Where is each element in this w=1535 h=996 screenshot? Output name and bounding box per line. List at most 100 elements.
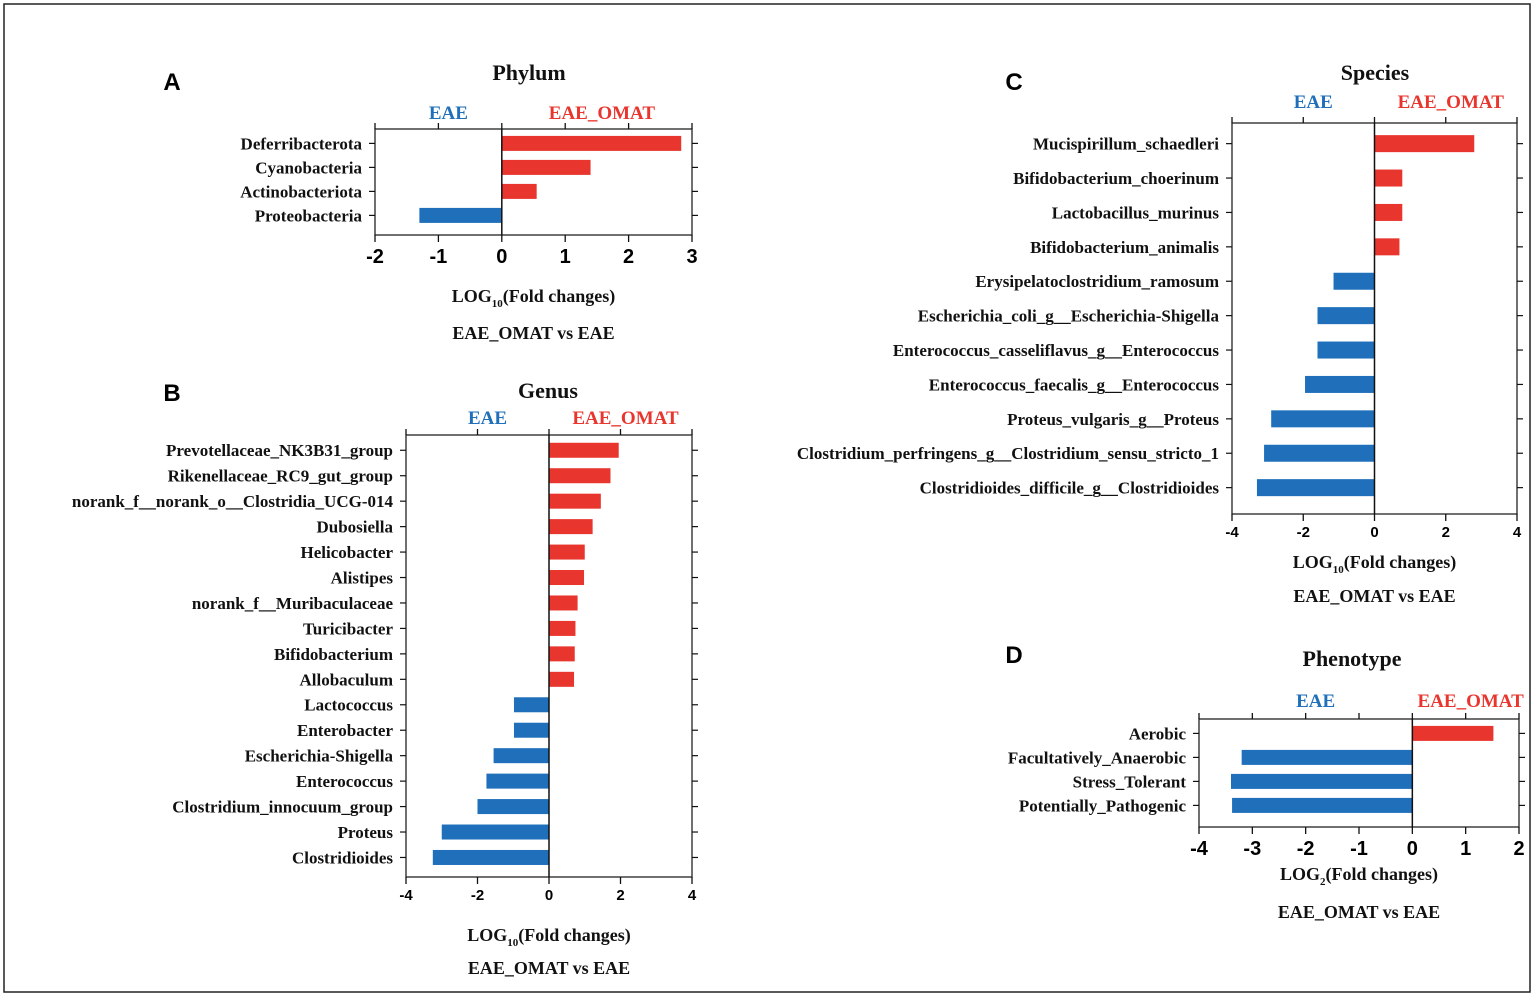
bar (549, 468, 611, 484)
category-label: norank_f__norank_o__Clostridia_UCG-014 (72, 492, 394, 511)
x-axis-label: LOG2(Fold changes) (1280, 864, 1438, 888)
category-label: Bifidobacterium_choerinum (1013, 169, 1219, 188)
plot-frame (374, 128, 693, 236)
bar (432, 849, 549, 865)
category-label: Aerobic (1129, 724, 1187, 743)
group-label-neg: EAE (429, 103, 468, 124)
x-tick-label: -1 (1350, 838, 1368, 860)
x-tick-label: 2 (623, 246, 634, 268)
bar (1374, 203, 1403, 221)
x-axis-label: LOG10(Fold changes) (467, 925, 631, 949)
x-tick-label: -2 (1297, 524, 1310, 541)
panel-title: Phenotype (1303, 646, 1402, 671)
category-label: Alistipes (331, 568, 394, 587)
x-tick-label: 4 (688, 887, 697, 904)
x-tick-label: 3 (686, 246, 697, 268)
comparison-label: EAE_OMAT vs EAE (452, 323, 614, 343)
figure-border (3, 3, 1531, 993)
x-tick-label: 0 (1370, 524, 1378, 541)
x-tick-label: -2 (1297, 838, 1315, 860)
x-axis-label-main: LOG (467, 925, 507, 945)
category-label: Clostridioides_difficile_g__Clostridioid… (920, 479, 1220, 498)
x-tick-label: -4 (399, 887, 413, 904)
panel-a: A Phylum EAE EAE_OMAT Deferribacterota Cyanob… (163, 60, 698, 343)
bar (549, 671, 575, 687)
x-tick-label: 2 (1513, 838, 1524, 860)
x-axis-label-tail: (Fold changes) (518, 925, 631, 946)
category-label: Facultatively_Anaerobic (1008, 748, 1187, 767)
bar (549, 620, 576, 636)
x-tick-label: 0 (1407, 838, 1418, 860)
category-label: Prevotellaceae_NK3B31_group (166, 441, 393, 460)
bar (549, 570, 585, 586)
x-tick-label: -2 (471, 887, 484, 904)
x-axis-label-subscript: 10 (492, 298, 504, 310)
panel-label: D (1005, 642, 1022, 669)
bar (1241, 749, 1413, 765)
bar (1333, 272, 1375, 290)
panel-d: D Phenotype EAE EAE_OMAT Aerobic Facultativel… (1005, 642, 1525, 922)
x-axis-label-tail: (Fold changes) (503, 286, 616, 307)
x-tick-label: 2 (1442, 524, 1450, 541)
x-tick-label: 0 (496, 246, 507, 268)
bar (501, 183, 537, 199)
group-label-pos: EAE_OMAT (1398, 92, 1505, 113)
category-label: Clostridium_perfringens_g__Clostridium_s… (797, 444, 1219, 463)
panel-label: A (163, 69, 180, 96)
bar (513, 722, 549, 738)
x-tick-label: 4 (1513, 524, 1522, 541)
bar (419, 207, 502, 223)
bar (486, 773, 549, 789)
x-tick-label: 1 (1460, 838, 1471, 860)
group-label-neg: EAE (468, 408, 507, 429)
category-label: Lactobacillus_murinus (1052, 203, 1220, 222)
group-label-neg: EAE (1296, 691, 1335, 712)
category-label: Clostridium_innocuum_group (172, 798, 393, 817)
category-label: Enterococcus (296, 772, 393, 791)
x-axis-label-main: LOG (452, 286, 492, 306)
bar (1374, 135, 1475, 153)
x-axis-label-subscript: 10 (507, 937, 519, 949)
comparison-label: EAE_OMAT vs EAE (468, 958, 630, 978)
x-tick-label: -1 (430, 246, 448, 268)
category-label: Stress_Tolerant (1073, 772, 1187, 791)
x-axis-label-subscript: 10 (1333, 564, 1345, 576)
bar (549, 544, 585, 560)
bar (501, 135, 682, 151)
category-label: Cyanobacteria (255, 158, 362, 177)
category-label: Turicibacter (303, 619, 393, 638)
bar (1231, 773, 1413, 789)
x-axis-label: LOG10(Fold changes) (1293, 552, 1457, 576)
panel-b: B Genus EAE EAE_OMAT Prevotellaceae_NK3B31_g… (72, 378, 698, 978)
bar (1256, 479, 1375, 497)
category-label: Erysipelatoclostridium_ramosum (975, 272, 1219, 291)
panel-label: C (1005, 69, 1022, 96)
category-label: Clostridioides (292, 848, 393, 867)
category-label: Escherichia-Shigella (245, 747, 394, 766)
group-label-neg: EAE (1294, 92, 1333, 113)
x-tick-label: 1 (560, 246, 571, 268)
bar (1271, 410, 1375, 428)
group-label-pos: EAE_OMAT (549, 103, 656, 124)
bar (493, 748, 549, 764)
category-label: Deferribacterota (241, 134, 363, 153)
x-axis-label: LOG10(Fold changes) (452, 286, 616, 310)
bar (1374, 238, 1400, 256)
bar (1232, 797, 1413, 813)
category-label: Bifidobacterium_animalis (1030, 238, 1219, 257)
bar (513, 697, 549, 713)
group-label-pos: EAE_OMAT (572, 408, 679, 429)
bar (1305, 375, 1375, 393)
category-label: Bifidobacterium (274, 645, 393, 664)
x-axis-label-main: LOG (1280, 864, 1320, 884)
category-label: Proteobacteria (255, 206, 363, 225)
bar (441, 824, 549, 840)
category-label: Potentially_Pathogenic (1019, 796, 1187, 815)
x-tick-label: -4 (1225, 524, 1239, 541)
category-label: Dubosiella (316, 518, 393, 537)
category-label: Mucispirillum_schaedleri (1033, 135, 1219, 154)
bar (1374, 169, 1403, 187)
category-label: Allobaculum (299, 670, 393, 689)
panel-label: B (163, 380, 180, 407)
